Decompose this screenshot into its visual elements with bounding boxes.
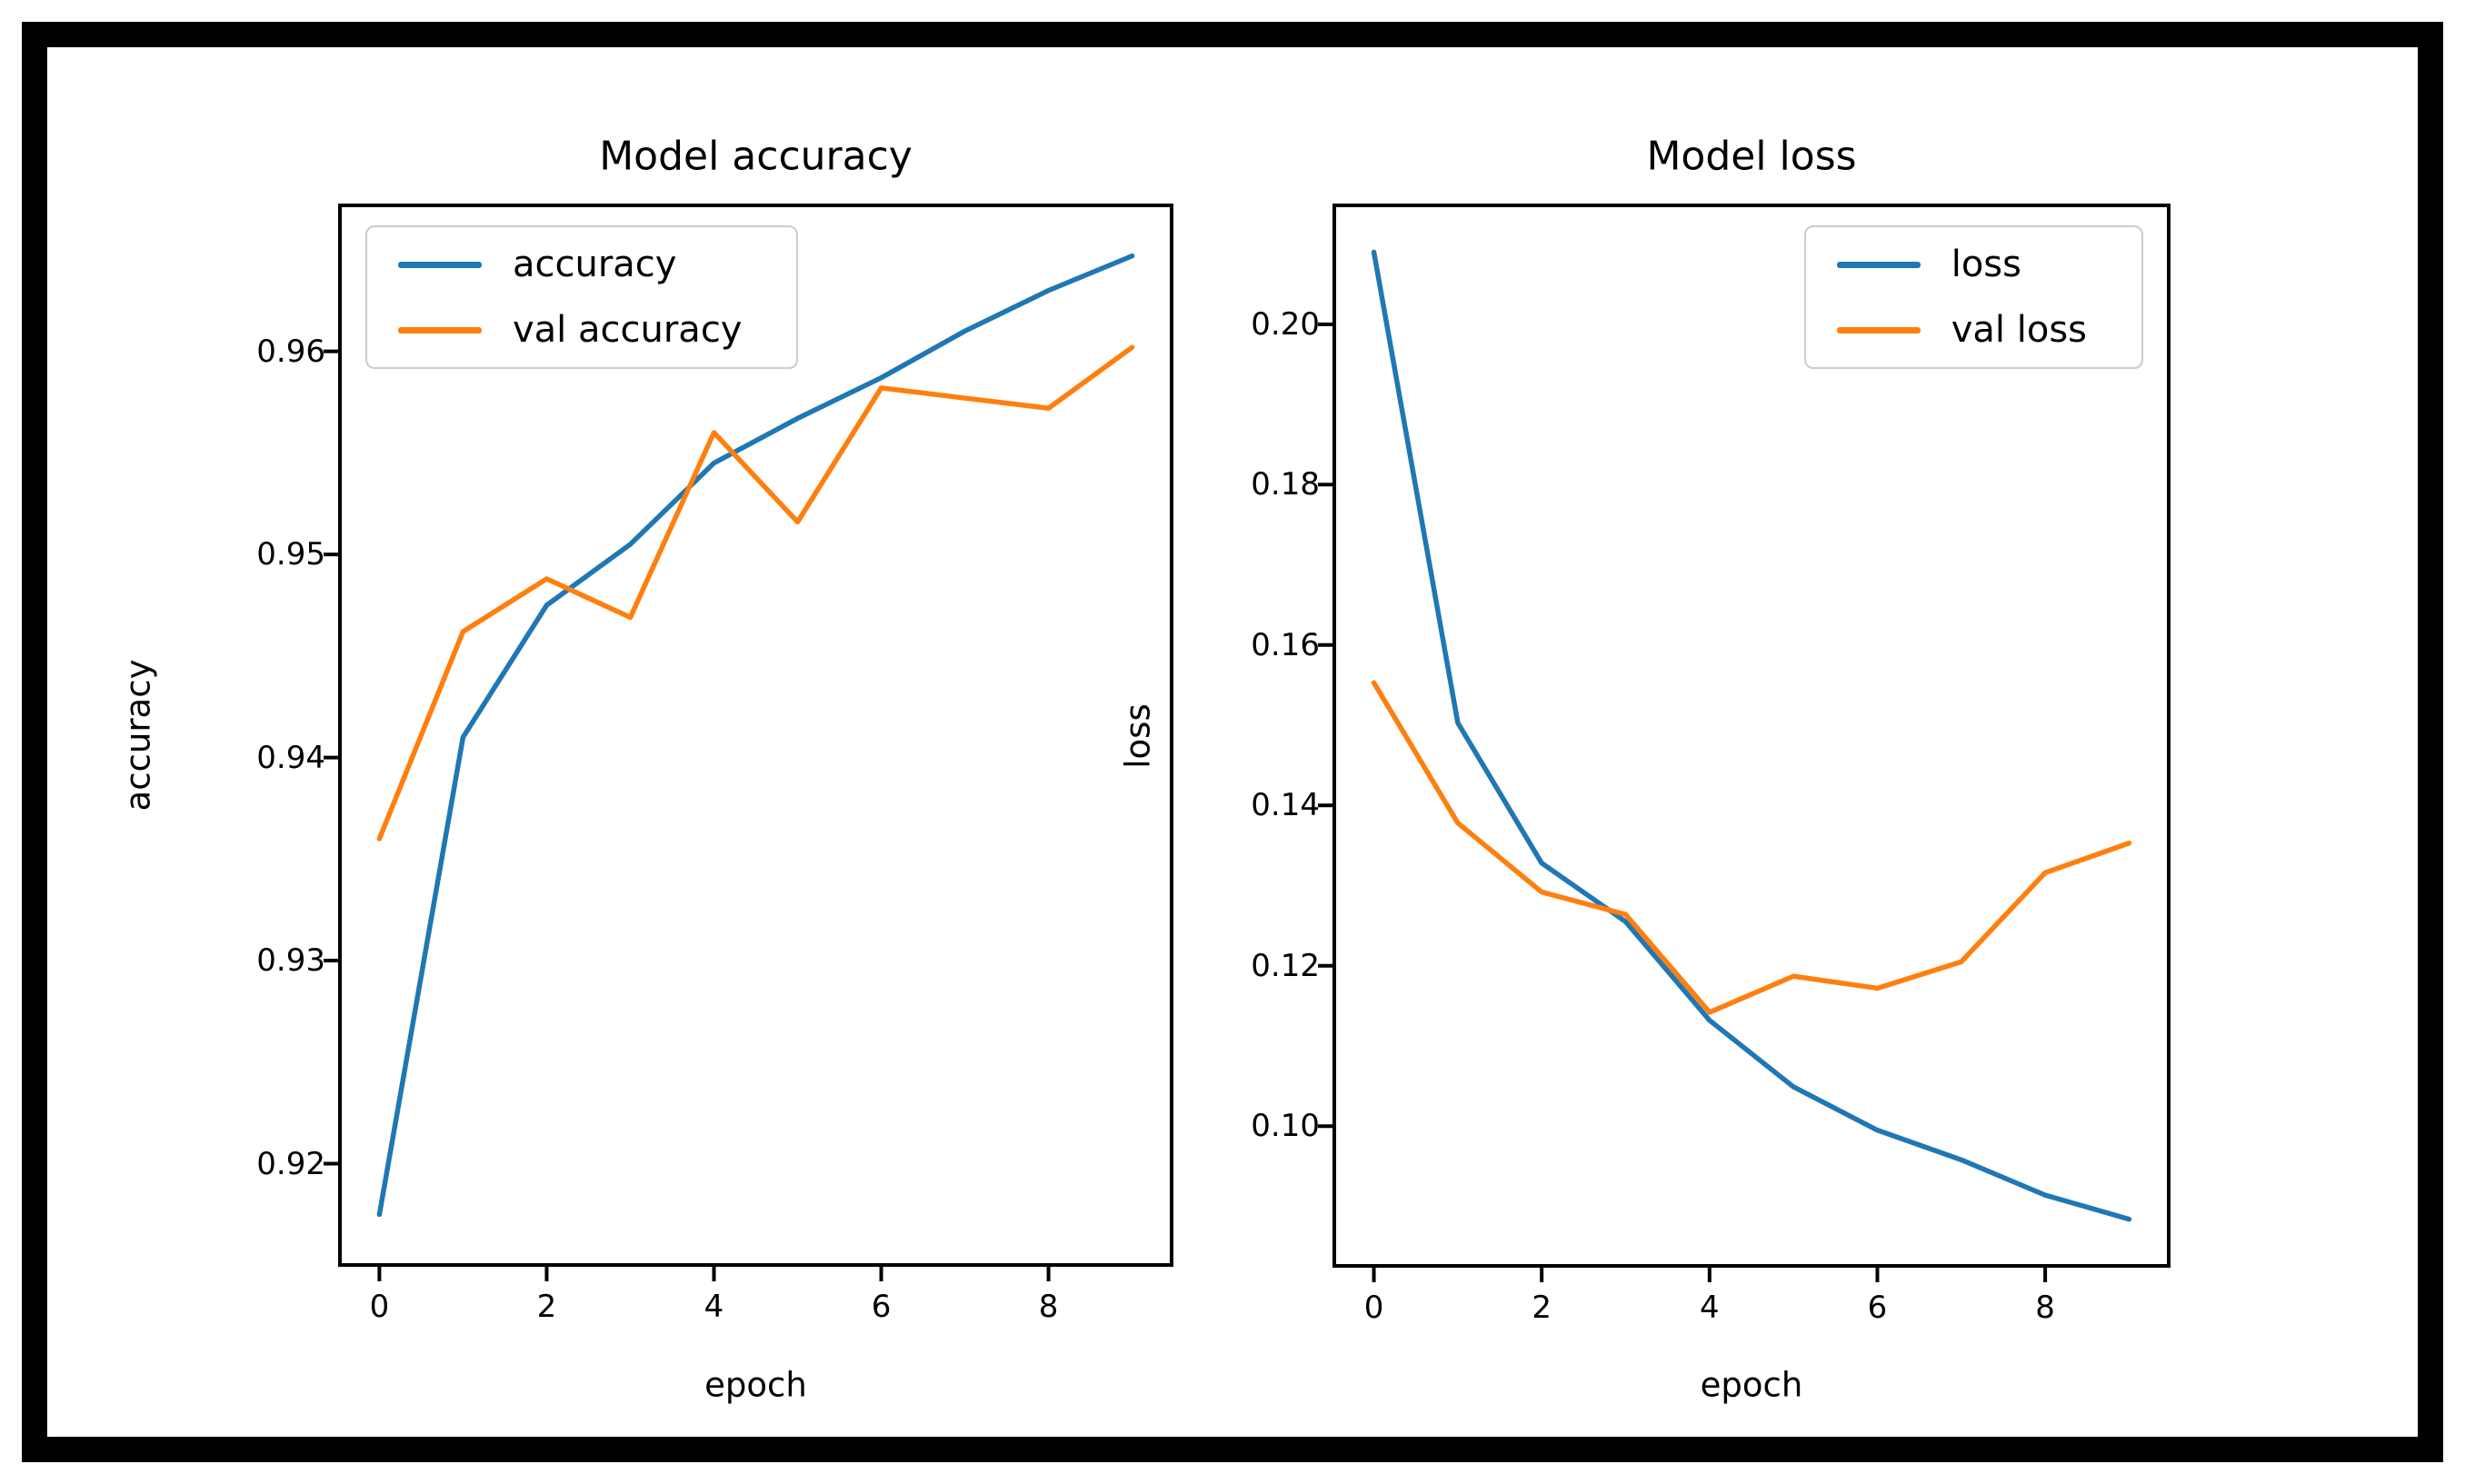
x-tick-label: 2 (1532, 1290, 1552, 1326)
x-tick-label: 2 (536, 1289, 557, 1325)
x-tick-label: 8 (2035, 1290, 2055, 1326)
y-tick-label: 0.92 (256, 1145, 325, 1182)
legend-label: loss (1951, 244, 2021, 285)
y-tick-label: 0.93 (256, 942, 325, 980)
series-line-val-accuracy (376, 344, 1135, 842)
y-tick-label: 0.18 (1251, 466, 1320, 503)
series-line-accuracy (376, 253, 1135, 1218)
x-tick-label: 0 (1363, 1290, 1384, 1326)
y-tick-label: 0.96 (256, 333, 325, 370)
series-line-loss (1371, 249, 2132, 1222)
legend-line-swatch (398, 326, 482, 334)
legend-line-swatch (1836, 261, 1921, 268)
series-line-val-loss (1371, 680, 2132, 1015)
legend-label: val loss (1951, 309, 2087, 351)
chart-title-model-loss: Model loss (1646, 133, 1857, 180)
plot-area-model-accuracy (324, 253, 1135, 1281)
y-tick-label: 0.12 (1251, 947, 1320, 984)
legend-label: accuracy (513, 244, 677, 285)
x-axis-label-epoch-left: epoch (704, 1365, 807, 1405)
y-axis-label-accuracy: accuracy (118, 659, 158, 812)
legend-line-swatch (1836, 326, 1921, 334)
x-axis-label-epoch-right: epoch (1700, 1365, 1803, 1405)
x-tick-label: 0 (369, 1289, 390, 1325)
plot-area-model-loss (1318, 249, 2132, 1282)
x-tick-label: 4 (1700, 1290, 1720, 1326)
axes-model-loss: loss val loss (1318, 204, 2171, 1282)
y-tick-label: 0.16 (1251, 626, 1320, 663)
y-tick-label: 0.10 (1251, 1108, 1320, 1145)
legend-entry-val-accuracy: val accuracy (398, 309, 765, 351)
legend-entry-loss: loss (1836, 244, 2111, 285)
x-tick-label: 4 (704, 1289, 724, 1325)
axes-model-accuracy: accuracy val accuracy (324, 204, 1173, 1281)
y-tick-label: 0.95 (256, 536, 325, 573)
legend-line-swatch (398, 261, 482, 268)
chart-title-model-accuracy: Model accuracy (599, 133, 913, 180)
y-axis-label-loss: loss (1118, 702, 1158, 769)
legend-entry-accuracy: accuracy (398, 244, 765, 285)
x-tick-label: 6 (871, 1289, 892, 1325)
x-tick-label: 8 (1038, 1289, 1059, 1325)
legend-model-loss: loss val loss (1803, 225, 2143, 369)
legend-entry-val-loss: val loss (1836, 309, 2111, 351)
legend-model-accuracy: accuracy val accuracy (365, 225, 799, 369)
legend-label: val accuracy (513, 309, 743, 351)
x-tick-label: 6 (1867, 1290, 1888, 1326)
y-tick-label: 0.20 (1251, 305, 1320, 343)
y-tick-label: 0.14 (1251, 787, 1320, 824)
y-tick-label: 0.94 (256, 739, 325, 776)
